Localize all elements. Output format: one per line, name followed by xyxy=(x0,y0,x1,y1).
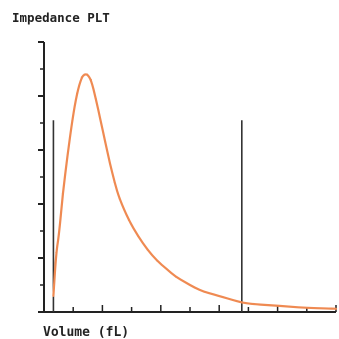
data-point xyxy=(165,267,168,270)
data-point xyxy=(250,303,253,305)
data-point xyxy=(212,293,215,296)
data-point xyxy=(306,307,309,309)
series xyxy=(52,73,338,310)
data-point xyxy=(80,76,83,78)
data-point xyxy=(90,78,92,81)
data-point xyxy=(61,192,64,195)
data-point xyxy=(175,276,177,278)
data-point xyxy=(86,73,89,76)
data-point xyxy=(118,197,121,200)
data-point xyxy=(222,296,224,298)
data-point xyxy=(127,219,130,222)
data-point xyxy=(52,294,55,297)
data-point xyxy=(156,259,158,262)
data-point xyxy=(76,92,78,95)
data-point xyxy=(203,290,206,293)
data-point xyxy=(335,307,337,310)
data-point xyxy=(113,181,116,184)
x-axis-label: Volume (fL) xyxy=(43,325,129,339)
axes xyxy=(43,42,336,313)
data-point xyxy=(58,232,60,235)
data-point xyxy=(240,301,243,304)
data-point xyxy=(99,119,102,122)
data-point xyxy=(269,304,271,307)
data-point xyxy=(288,305,290,308)
data-point xyxy=(55,251,58,254)
data-point xyxy=(193,286,196,289)
discriminator-lines xyxy=(52,120,243,312)
data-point xyxy=(94,97,97,100)
data-point xyxy=(325,307,328,310)
tick-marks xyxy=(38,41,337,313)
data-point xyxy=(146,249,149,251)
data-point xyxy=(104,141,107,143)
data-point xyxy=(83,73,86,76)
data-point xyxy=(66,154,69,157)
data-point xyxy=(137,235,140,238)
series-line xyxy=(52,73,338,310)
data-point xyxy=(184,281,187,284)
chart-title: Impedance PLT xyxy=(12,10,110,25)
data-point xyxy=(109,162,111,165)
data-point xyxy=(231,299,234,301)
data-point xyxy=(71,119,74,122)
